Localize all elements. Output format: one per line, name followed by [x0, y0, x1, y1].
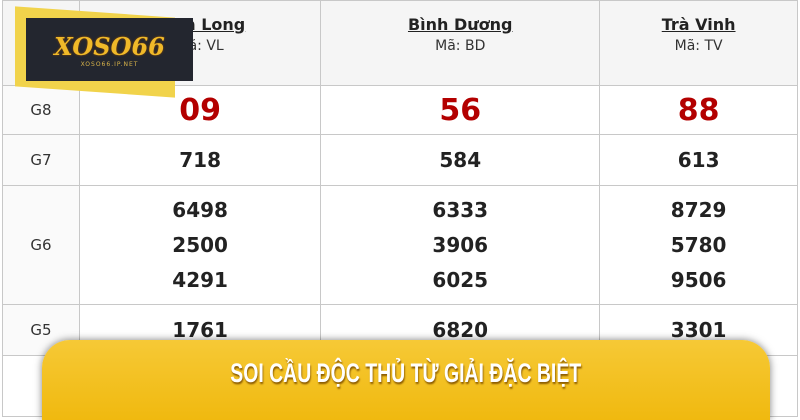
prize-label: G7	[2, 134, 80, 186]
prize-number: 6820	[432, 317, 489, 342]
prize-number: 613	[677, 147, 720, 172]
prize-number: 56	[439, 92, 482, 128]
prize-row: G7 718 584 613	[2, 134, 798, 186]
prize-cell: 718	[78, 134, 322, 186]
province-header[interactable]: Bình Dương Mã: BD	[320, 0, 601, 86]
prize-cell: 6498 2500 4291	[78, 185, 322, 305]
prize-number: 6025	[432, 267, 489, 292]
prize-number: 5780	[670, 232, 727, 257]
prize-cell: 6333 3906 6025	[320, 185, 601, 305]
province-name[interactable]: Trà Vinh	[661, 15, 736, 34]
prize-cell: 88	[599, 85, 798, 135]
title-banner: SOI CẦU ĐỘC THỦ TỪ GIẢI ĐẶC BIỆT	[42, 340, 770, 420]
prize-label: G8	[2, 85, 80, 135]
prize-number: 3906	[432, 232, 489, 257]
logo-subtext: XOSO66.IP.NET	[80, 60, 139, 68]
prize-number: 1761	[172, 317, 228, 342]
prize-number: 88	[677, 92, 720, 128]
prize-number: 09	[179, 92, 221, 128]
prize-label: G6	[2, 185, 80, 305]
prize-number: 6333	[432, 197, 489, 222]
prize-cell: 584	[320, 134, 601, 186]
prize-number: 3301	[670, 317, 727, 342]
prize-number: 9506	[670, 267, 727, 292]
prize-cell: 8729 5780 9506	[599, 185, 798, 305]
province-name[interactable]: Bình Dương	[407, 15, 513, 34]
province-code: Mã: BD	[435, 38, 486, 54]
prize-row: G8 09 56 88	[2, 85, 798, 135]
xoso66-logo: XOSO66 XOSO66.IP.NET	[26, 18, 193, 81]
prize-number: 2500	[172, 232, 228, 257]
prize-cell: 613	[599, 134, 798, 186]
prize-number: 4291	[172, 267, 228, 292]
prize-number: 718	[179, 147, 221, 172]
prize-number: 584	[439, 147, 482, 172]
province-code: Mã: TV	[674, 38, 723, 54]
logo-text: XOSO66	[54, 31, 165, 61]
prize-cell: 56	[320, 85, 601, 135]
prize-number: 8729	[670, 197, 727, 222]
province-header[interactable]: Trà Vinh Mã: TV	[599, 0, 798, 86]
prize-number: 6498	[172, 197, 228, 222]
prize-row: G6 6498 2500 4291 6333 3906 6025 8729 5780 9506	[2, 185, 798, 305]
banner-title: SOI CẦU ĐỘC THỦ TỪ GIẢI ĐẶC BIỆT	[230, 358, 582, 388]
